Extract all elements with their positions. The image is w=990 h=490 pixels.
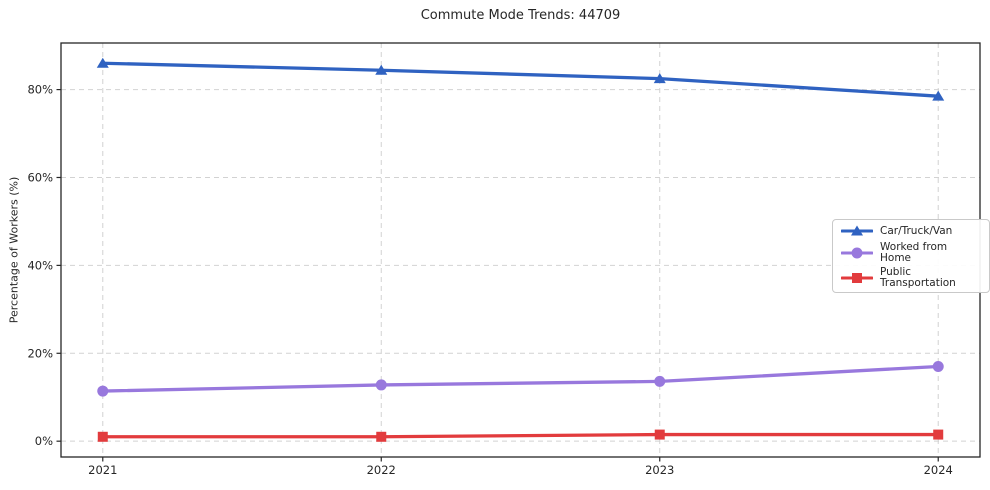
car-truck-van-line-marker-icon [841,225,873,236]
square-marker [852,272,862,283]
series-line [101,432,940,439]
circle-marker [654,375,666,387]
legend-item-public-transportation: Public Transportation [841,267,981,288]
legend-label-public-transportation: Public Transportation [880,266,956,289]
x-tick-label: 2022 [367,463,396,477]
triangle-marker [851,225,863,236]
y-tick-label: 0% [35,434,53,448]
square-marker [654,429,665,440]
x-tick-label: 2023 [645,463,674,477]
triangle-marker [96,57,109,68]
series-line [101,364,940,393]
triangle-marker [653,73,666,84]
series-line [101,61,940,98]
square-marker [97,431,108,442]
circle-marker [851,247,863,258]
x-tick-label: 2021 [88,463,117,477]
x-tick-label: 2024 [924,463,953,477]
y-tick-label: 20% [27,346,53,360]
legend-label-car-truck-van: Car/Truck/Van [880,224,953,237]
circle-marker [97,385,109,397]
legend-item-worked-from-home: Worked from Home [841,242,981,263]
public-transportation-line-marker-icon [841,272,873,283]
legend-item-car-truck-van: Car/Truck/Van [841,224,981,238]
legend-label-worked-from-home: Worked from Home [880,241,948,264]
circle-marker [932,360,944,372]
legend: Car/Truck/Van Worked from Home Public Tr… [832,219,990,293]
triangle-marker [375,64,388,75]
triangle-marker [932,90,945,101]
y-tick-label: 80% [27,83,53,97]
worked-from-home-line-marker-icon [841,247,873,258]
y-tick-label: 60% [27,170,53,184]
y-tick-label: 40% [27,258,53,272]
square-marker [933,429,944,440]
circle-marker [375,379,387,391]
square-marker [376,431,387,442]
chart-title: Commute Mode Trends: 44709 [420,8,621,23]
